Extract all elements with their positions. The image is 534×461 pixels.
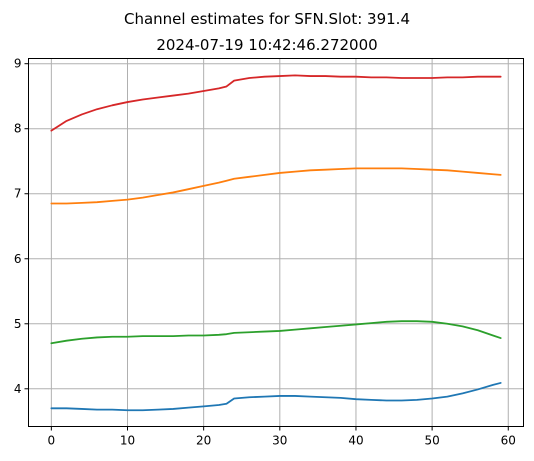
x-tick-label: 10	[120, 434, 135, 448]
x-tick-label: 0	[48, 434, 56, 448]
series-line-3	[50, 320, 502, 345]
chart-title: Channel estimates for SFN.Slot: 391.4	[124, 10, 410, 28]
grid	[28, 58, 524, 427]
y-tick-label: 8	[14, 122, 22, 136]
series-line-1	[50, 382, 502, 412]
x-tick-label: 40	[348, 434, 363, 448]
x-tick-label: 50	[424, 434, 439, 448]
y-tick-label: 6	[14, 252, 22, 266]
y-tick-label: 7	[14, 187, 22, 201]
chart-subtitle: 2024-07-19 10:42:46.272000	[156, 36, 377, 54]
plot-series	[50, 74, 502, 412]
plot-frame	[28, 58, 524, 427]
x-tick-label: 30	[272, 434, 287, 448]
x-tick-label: 20	[196, 434, 211, 448]
y-tick-label: 5	[14, 317, 22, 331]
series-line-2	[50, 167, 502, 205]
x-tick-label: 60	[501, 434, 516, 448]
axis-ticks: 0 10 20 30 40 50 60 4 5 6 7 8 9	[14, 57, 516, 448]
y-tick-label: 9	[14, 57, 22, 71]
y-tick-label: 4	[14, 382, 22, 396]
series-line-4	[50, 74, 502, 132]
